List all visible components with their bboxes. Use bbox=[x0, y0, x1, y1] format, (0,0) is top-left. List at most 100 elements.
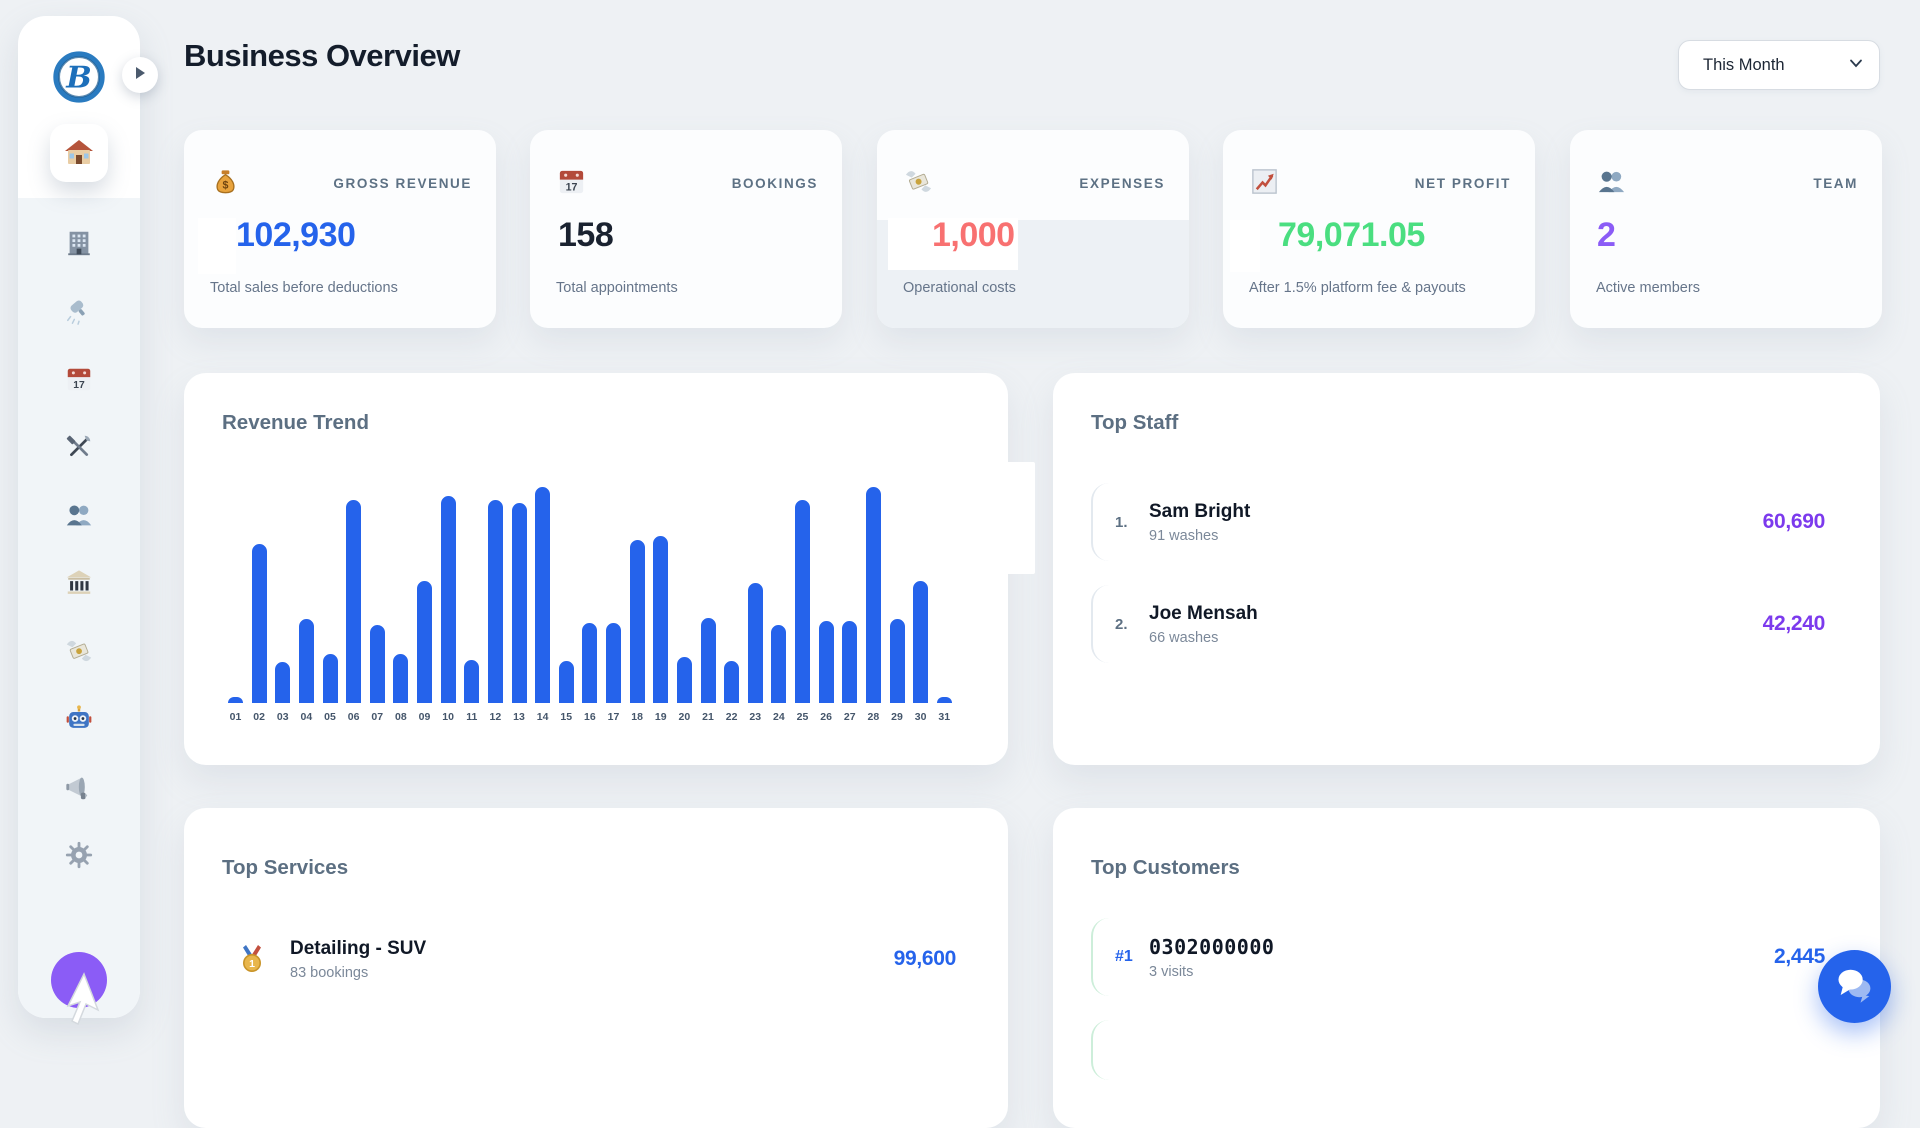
panel-title: Top Customers bbox=[1091, 856, 1240, 879]
sidebar-nav: 17 bbox=[18, 198, 140, 1018]
top-customers-panel: Top Customers #1 0302000000 3 visits 2,4… bbox=[1053, 808, 1880, 1128]
bar-label: 31 bbox=[938, 711, 951, 723]
bar-label: 07 bbox=[371, 711, 384, 723]
revenue-bar-day-06 bbox=[346, 500, 362, 703]
service-amount: 99,600 bbox=[893, 947, 957, 970]
bar-label: 04 bbox=[300, 711, 313, 723]
service-row: 1 Detailing - SUV 83 bookings 99,600 bbox=[222, 920, 974, 998]
revenue-bar-day-07 bbox=[369, 625, 385, 703]
stat-card-net-profit: NET PROFIT 79,071.05 After 1.5% platform… bbox=[1223, 130, 1535, 328]
bar-label: 09 bbox=[418, 711, 431, 723]
house-icon bbox=[63, 137, 95, 169]
stat-card-subtitle: Active members bbox=[1596, 280, 1700, 296]
stat-card-label: NET PROFIT bbox=[1414, 176, 1511, 191]
rank-label: 1. bbox=[1115, 513, 1128, 531]
stat-card-subtitle: Total appointments bbox=[556, 280, 678, 296]
calendar-icon: 17 bbox=[556, 166, 587, 197]
robot-icon bbox=[64, 705, 94, 738]
revenue-bar-day-24 bbox=[771, 625, 787, 703]
staff-detail: 66 washes bbox=[1149, 629, 1219, 646]
stat-card-subtitle: Operational costs bbox=[903, 280, 1016, 296]
mouse-cursor bbox=[64, 972, 108, 1032]
revenue-bar-day-25 bbox=[795, 500, 810, 703]
bar-label: 01 bbox=[229, 711, 242, 723]
bar-label: 03 bbox=[276, 711, 289, 723]
money-wings-icon bbox=[903, 166, 934, 197]
revenue-bar-day-02 bbox=[251, 544, 267, 703]
calendar-icon: 17 bbox=[64, 368, 94, 398]
sidebar-item-office[interactable] bbox=[64, 228, 94, 258]
bar-label: 30 bbox=[914, 711, 927, 723]
tools-icon bbox=[64, 435, 94, 466]
bar-label: 18 bbox=[631, 711, 643, 723]
customer-row-partial bbox=[1091, 1020, 1843, 1080]
app-logo: B bbox=[50, 48, 108, 106]
panel-title: Revenue Trend bbox=[222, 411, 369, 434]
sidebar-item-calendar[interactable]: 17 bbox=[64, 364, 94, 394]
top-services-panel: Top Services 1 Detailing - SUV 83 bookin… bbox=[184, 808, 1008, 1128]
bar-label: 10 bbox=[442, 711, 454, 723]
stat-card-bookings: 17 BOOKINGS 158 Total appointments bbox=[530, 130, 842, 328]
bar-label: 02 bbox=[253, 711, 265, 723]
chevron-right-icon bbox=[133, 66, 147, 85]
revenue-bar-day-22 bbox=[724, 661, 740, 703]
revenue-bar-day-18 bbox=[629, 540, 645, 703]
redaction-overlay bbox=[885, 462, 1035, 574]
sidebar-item-dashboard[interactable] bbox=[50, 124, 108, 182]
panel-title: Top Services bbox=[222, 856, 349, 879]
stat-card-value: 2 bbox=[1597, 216, 1616, 254]
revenue-bar-chart bbox=[228, 487, 952, 703]
revenue-bar-day-13 bbox=[511, 503, 527, 703]
bar-label: 21 bbox=[702, 711, 714, 723]
bank-icon bbox=[64, 570, 94, 602]
period-select-value: This Month bbox=[1703, 55, 1785, 74]
bar-label: 29 bbox=[891, 711, 903, 723]
rank-label: #1 bbox=[1115, 948, 1133, 965]
revenue-bar-labels: 01 02 03 04 05 06 07 08 09 10 11 12 13 14 15 16 17 18 19 20… bbox=[228, 711, 952, 723]
revenue-bar-day-01 bbox=[228, 697, 243, 703]
revenue-bar-day-09 bbox=[417, 581, 432, 703]
sidebar-expand-button[interactable] bbox=[122, 57, 158, 93]
revenue-bar-day-23 bbox=[747, 583, 763, 703]
staff-name: Joe Mensah bbox=[1149, 602, 1258, 624]
team-icon bbox=[64, 505, 94, 534]
bar-label: 20 bbox=[678, 711, 691, 723]
revenue-bar-day-17 bbox=[606, 623, 621, 703]
svg-text:17: 17 bbox=[566, 182, 578, 194]
sidebar-item-team[interactable] bbox=[64, 500, 94, 530]
bar-label: 24 bbox=[773, 711, 785, 723]
sidebar-item-payouts[interactable] bbox=[64, 636, 94, 666]
sidebar-item-tools[interactable] bbox=[64, 432, 94, 462]
chat-icon bbox=[1833, 962, 1877, 1011]
period-select[interactable]: This Month bbox=[1678, 40, 1880, 90]
bar-label: 06 bbox=[347, 711, 360, 723]
bar-label: 05 bbox=[324, 711, 336, 723]
svg-text:B: B bbox=[65, 60, 92, 95]
revenue-bar-day-03 bbox=[275, 662, 291, 703]
chat-button[interactable] bbox=[1818, 950, 1891, 1023]
stat-card-gross-revenue: $ GROSS REVENUE 102,930 Total sales befo… bbox=[184, 130, 496, 328]
sidebar-item-marketing[interactable] bbox=[64, 772, 94, 802]
sidebar-item-wash[interactable] bbox=[64, 296, 94, 326]
staff-name: Sam Bright bbox=[1149, 500, 1251, 522]
redaction-overlay bbox=[888, 218, 1018, 270]
stat-card-team: TEAM 2 Active members bbox=[1570, 130, 1882, 328]
stat-card-value: 79,071.05 bbox=[1278, 216, 1425, 254]
customer-name: 0302000000 bbox=[1149, 934, 1275, 959]
sidebar-item-assistant[interactable] bbox=[64, 704, 94, 734]
bar-label: 23 bbox=[749, 711, 762, 723]
revenue-bar-day-21 bbox=[700, 618, 716, 703]
sidebar-item-settings[interactable] bbox=[64, 840, 94, 870]
revenue-bar-day-26 bbox=[818, 621, 834, 703]
stat-card-label: TEAM bbox=[1813, 176, 1858, 191]
service-detail: 83 bookings bbox=[290, 964, 369, 981]
bar-label: 08 bbox=[395, 711, 407, 723]
bar-label: 25 bbox=[796, 711, 809, 723]
sidebar-item-bank[interactable] bbox=[64, 568, 94, 598]
revenue-bar-day-16 bbox=[582, 623, 598, 703]
panel-title: Top Staff bbox=[1091, 411, 1179, 434]
stat-card-label: EXPENSES bbox=[1079, 176, 1165, 191]
stat-card-expenses: EXPENSES 1,000 Operational costs bbox=[877, 130, 1189, 328]
bar-label: 26 bbox=[820, 711, 832, 723]
team-icon bbox=[1596, 166, 1627, 197]
